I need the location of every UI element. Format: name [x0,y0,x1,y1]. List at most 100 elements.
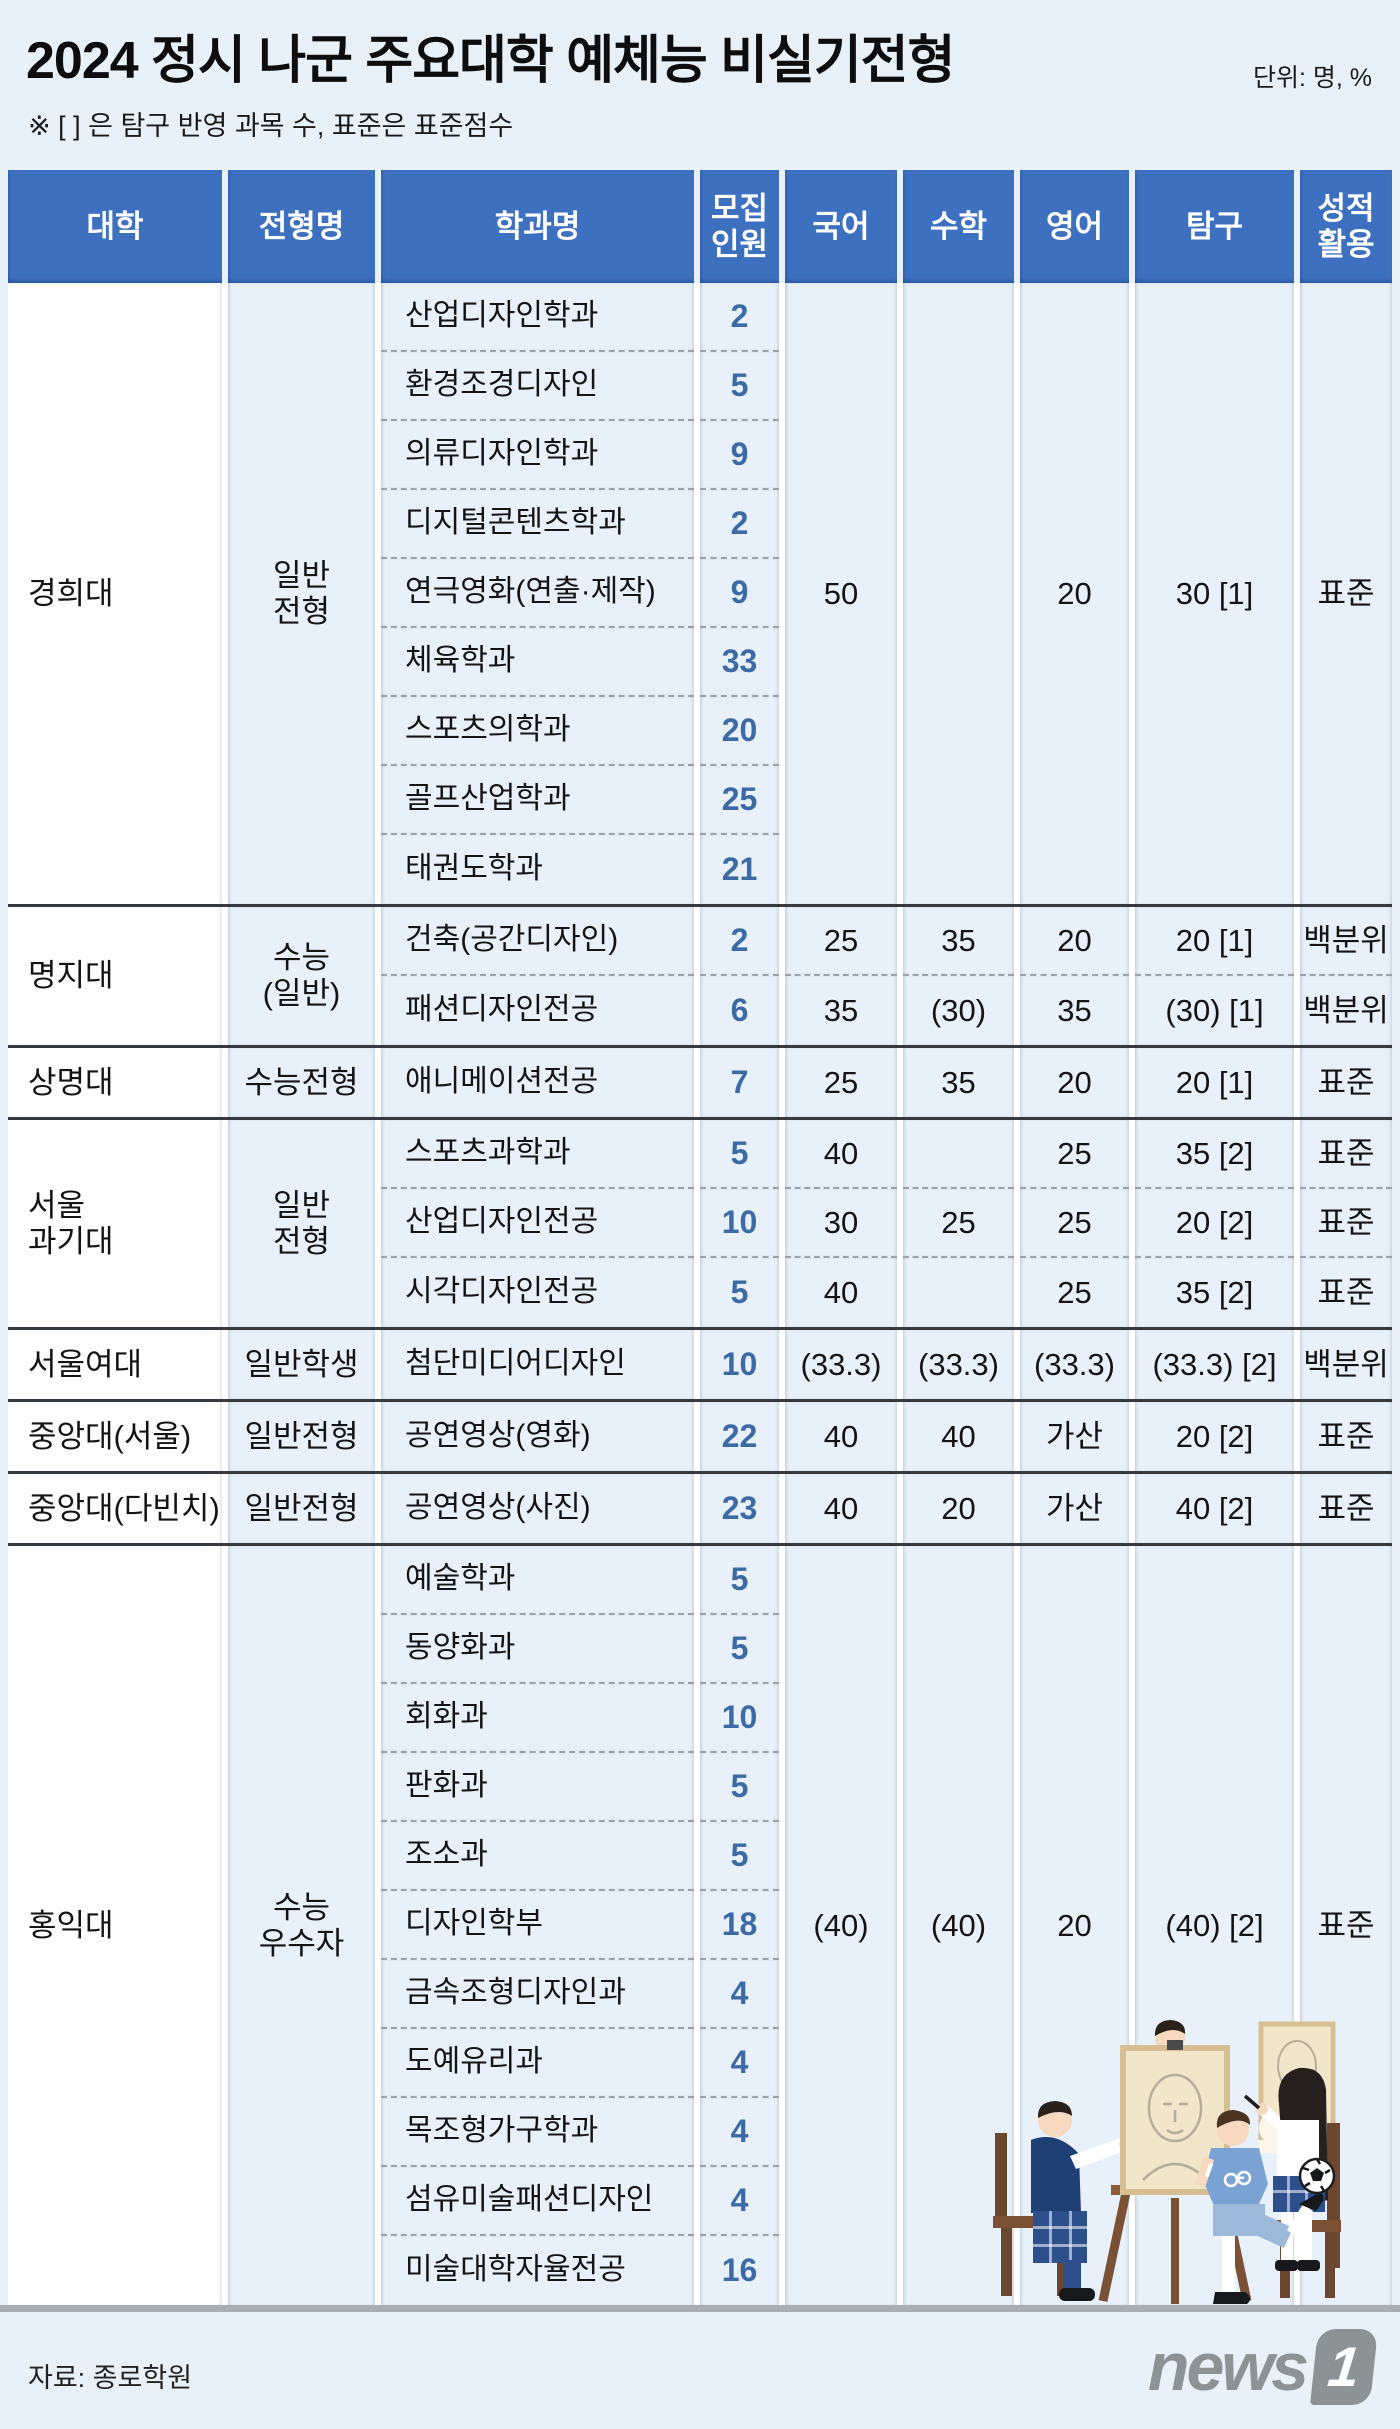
department-cell: 시각디자인전공 [381,1258,694,1327]
department-cell: 산업디자인전공 [381,1189,694,1258]
quota-cell: 9 [700,559,779,628]
art-class-illustration [993,2020,1341,2304]
quota-cell: 4 [700,2029,779,2098]
quota-cell: 16 [700,2236,779,2305]
quota-cell: 5 [700,1615,779,1684]
subject-cell: 35 [785,976,897,1045]
subject-cell: (33.3) [1020,1330,1129,1399]
department-cell: 회화과 [381,1684,694,1753]
subject-cell: 40 [903,1402,1014,1471]
quota-cell: 4 [700,2167,779,2236]
subject-cell: (30) [1] [1135,976,1294,1045]
subject-cell: 30 [785,1189,897,1258]
department-cell: 첨단미디어디자인 [381,1330,694,1399]
group-separator [8,1399,1392,1402]
university-cell: 서울여대 [8,1330,222,1399]
admission-type-cell: 일반전형 [228,1474,375,1543]
university-cell: 홍익대 [8,1546,222,2305]
subject-cell: 25 [1020,1258,1129,1327]
department-cell: 조소과 [381,1822,694,1891]
subject-cell: 25 [785,907,897,976]
header-cell: 수학 [903,170,1014,283]
subject-cell: 35 [2] [1135,1258,1294,1327]
department-cell: 의류디자인학과 [381,421,694,490]
subject-cell: 25 [1020,1120,1129,1189]
subject-cell: 40 [2] [1135,1474,1294,1543]
subject-cell: 35 [903,1048,1014,1117]
subject-cell: 20 [1020,1048,1129,1117]
quota-cell: 5 [700,1822,779,1891]
quota-cell: 5 [700,1120,779,1189]
quota-cell: 2 [700,490,779,559]
admission-type-cell: 수능 (일반) [228,907,375,1045]
quota-cell: 23 [700,1474,779,1543]
subject-cell: 25 [785,1048,897,1117]
header-cell: 모집 인원 [700,170,779,283]
department-cell: 체육학과 [381,628,694,697]
department-cell: 건축(공간디자인) [381,907,694,976]
admission-type-cell: 수능 우수자 [228,1546,375,2305]
news1-logo: news 1 [1147,2328,1378,2406]
news1-logo-one: 1 [1310,2329,1378,2405]
subject-cell: 표준 [1300,283,1392,904]
unit-label: 단위: 명, % [1252,64,1372,92]
group-separator [8,1327,1392,1330]
subject-cell: 가산 [1020,1474,1129,1543]
group-separator [8,1543,1392,1546]
quota-cell: 33 [700,628,779,697]
department-cell: 연극영화(연출·제작) [381,559,694,628]
department-cell: 스포츠의학과 [381,697,694,766]
university-cell: 상명대 [8,1048,222,1117]
quota-cell: 5 [700,1753,779,1822]
subject-cell: 40 [785,1120,897,1189]
group-separator [8,1045,1392,1048]
university-cell: 경희대 [8,283,222,904]
quota-cell: 10 [700,1189,779,1258]
subject-cell: 50 [785,283,897,904]
subject-cell: (33.3) [2] [1135,1330,1294,1399]
admission-type-cell: 일반학생 [228,1330,375,1399]
department-cell: 골프산업학과 [381,766,694,835]
group-separator [8,1471,1392,1474]
admissions-table: 대학 전형명 학과명 모집 인원 국어 수학 영어 탐구 성적 활용 경희대 일반 전형 산업디자인학과 2 환… [8,170,1392,2305]
department-cell: 스포츠과학과 [381,1120,694,1189]
quota-cell: 21 [700,835,779,904]
university-cell: 중앙대(서울) [8,1402,222,1471]
quota-cell: 5 [700,1546,779,1615]
subject-cell [903,283,1014,904]
university-cell: 서울 과기대 [8,1120,222,1327]
department-cell: 공연영상(사진) [381,1474,694,1543]
subject-cell: 20 [1] [1135,907,1294,976]
quota-cell: 10 [700,1684,779,1753]
department-cell: 애니메이션전공 [381,1048,694,1117]
subject-cell: 20 [2] [1135,1189,1294,1258]
subject-cell: 표준 [1300,1048,1392,1117]
subject-cell: 표준 [1300,1258,1392,1327]
subject-cell [903,1258,1014,1327]
subject-cell [903,1120,1014,1189]
header-cell: 국어 [785,170,897,283]
department-cell: 섬유미술패션디자인 [381,2167,694,2236]
header-cell: 학과명 [381,170,694,283]
header-cell: 성적 활용 [1300,170,1392,283]
department-cell: 디자인학부 [381,1891,694,1960]
department-cell: 태권도학과 [381,835,694,904]
news1-logo-text: news [1147,2329,1309,2405]
subject-cell: 25 [1020,1189,1129,1258]
group-separator [8,1117,1392,1120]
university-cell: 중앙대(다빈치) [8,1474,222,1543]
quota-cell: 10 [700,1330,779,1399]
subject-cell: 35 [1020,976,1129,1045]
quota-cell: 5 [700,1258,779,1327]
department-cell: 예술학과 [381,1546,694,1615]
subject-cell: 30 [1] [1135,283,1294,904]
header-cell: 전형명 [228,170,375,283]
department-cell: 산업디자인학과 [381,283,694,352]
department-cell: 패션디자인전공 [381,976,694,1045]
department-cell: 환경조경디자인 [381,352,694,421]
department-cell: 공연영상(영화) [381,1402,694,1471]
quota-cell: 7 [700,1048,779,1117]
subject-cell: 20 [2] [1135,1402,1294,1471]
